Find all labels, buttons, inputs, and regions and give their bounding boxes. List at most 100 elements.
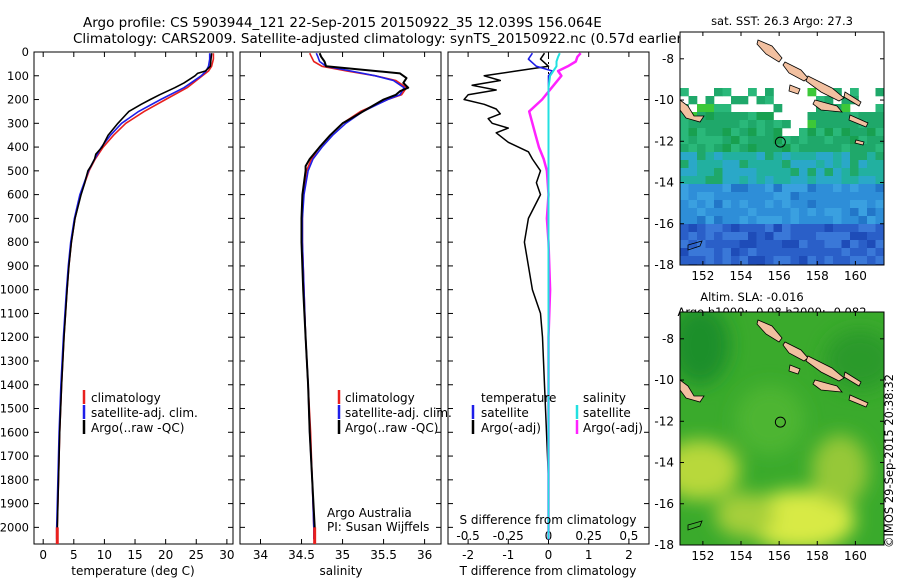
sst-cell bbox=[833, 136, 842, 145]
sst-cell bbox=[731, 168, 740, 177]
sst-cell bbox=[765, 200, 774, 209]
sst-cell bbox=[714, 248, 723, 257]
sst-map-axes: 152 154 156 158 160 -8 -10 -12 -14 -16 -18 bbox=[654, 32, 884, 283]
sst-cell bbox=[867, 248, 876, 257]
sst-cell bbox=[850, 232, 859, 241]
sst-cell bbox=[816, 160, 825, 169]
sst-cell bbox=[748, 208, 757, 217]
x-tick-label: 35.5 bbox=[370, 548, 397, 562]
sst-cell bbox=[773, 248, 783, 257]
sst-cell bbox=[739, 168, 749, 177]
sst-cell bbox=[782, 120, 791, 129]
map-x-tick-label: 156 bbox=[768, 549, 791, 563]
sst-cell bbox=[799, 240, 808, 249]
sst-cell bbox=[816, 240, 825, 249]
sst-cell bbox=[773, 168, 783, 177]
sst-cell bbox=[773, 256, 783, 265]
sst-cell bbox=[816, 208, 825, 217]
island-santa-isabel bbox=[805, 355, 845, 382]
island-choiseul bbox=[782, 61, 809, 82]
sst-cell bbox=[739, 224, 749, 233]
sst-cell bbox=[765, 192, 774, 201]
sst-cell bbox=[858, 224, 868, 233]
island-new-georgia bbox=[788, 364, 801, 375]
sst-cell bbox=[816, 168, 825, 177]
sst-cell bbox=[816, 96, 825, 105]
sst-cell bbox=[697, 224, 706, 233]
sal-satellite-line bbox=[301, 52, 405, 540]
sst-cell bbox=[867, 256, 876, 265]
sst-cell bbox=[816, 192, 825, 201]
sst-cell bbox=[833, 248, 842, 257]
sst-cell bbox=[824, 112, 834, 121]
sst-cell bbox=[756, 144, 766, 153]
sst-cell bbox=[790, 240, 800, 249]
sst-cell bbox=[680, 160, 689, 169]
sst-cell bbox=[705, 128, 715, 137]
sst-cell bbox=[748, 88, 757, 97]
sst-map-title: sat. SST: 26.3 Argo: 27.3 bbox=[711, 14, 853, 28]
sst-cell bbox=[688, 160, 698, 169]
sst-cell bbox=[833, 200, 842, 209]
sst-cell bbox=[739, 232, 749, 241]
sst-cell bbox=[705, 216, 715, 225]
sst-cell bbox=[773, 104, 783, 113]
sst-cell bbox=[841, 256, 851, 265]
sst-cell bbox=[824, 192, 834, 201]
y-tick-label: 200 bbox=[7, 93, 29, 107]
sla-map-axes: 152 154 156 158 160 -8 -10 -12 -14 -16 -18 bbox=[654, 312, 884, 563]
sst-cell bbox=[833, 128, 842, 137]
sst-cell bbox=[833, 224, 842, 233]
sst-cell bbox=[858, 112, 868, 121]
sst-cell bbox=[773, 184, 783, 193]
sst-cell bbox=[739, 248, 749, 257]
legend-header-temperature: temperature bbox=[481, 391, 556, 405]
sst-cell bbox=[790, 168, 800, 177]
sst-cell bbox=[850, 240, 859, 249]
y-tick-label: 0 bbox=[22, 45, 29, 59]
sst-cell bbox=[790, 216, 800, 225]
sst-cell bbox=[807, 144, 817, 153]
sst-cell bbox=[680, 176, 689, 185]
sst-cell bbox=[782, 136, 791, 145]
sst-cell bbox=[688, 192, 698, 201]
sst-cell bbox=[722, 88, 732, 97]
sst-cell bbox=[714, 152, 723, 161]
sst-cell bbox=[799, 224, 808, 233]
sst-cell bbox=[731, 224, 740, 233]
sst-cell bbox=[748, 128, 757, 137]
y-tick-label: 900 bbox=[7, 259, 29, 273]
sst-cell bbox=[765, 96, 774, 105]
sst-cell bbox=[731, 160, 740, 169]
sla-blob-light bbox=[812, 435, 868, 505]
sst-cell bbox=[705, 144, 715, 153]
sst-cell bbox=[705, 248, 715, 257]
x-tick-label: 30 bbox=[219, 548, 234, 562]
sst-cell bbox=[756, 184, 766, 193]
sst-cell bbox=[714, 120, 723, 129]
sst-cell bbox=[765, 184, 774, 193]
sst-cell bbox=[807, 256, 817, 265]
sst-cell bbox=[790, 248, 800, 257]
sst-cell bbox=[705, 152, 715, 161]
s-tick-label: -0.5 bbox=[456, 529, 479, 543]
sst-cell bbox=[748, 224, 757, 233]
map-x-tick-label: 160 bbox=[844, 549, 867, 563]
sst-cell bbox=[816, 136, 825, 145]
sst-cell bbox=[739, 192, 749, 201]
sst-cell bbox=[875, 232, 884, 241]
sst-cell bbox=[875, 160, 884, 169]
sst-cell bbox=[697, 144, 706, 153]
sst-cell bbox=[688, 120, 698, 129]
sst-cell bbox=[739, 184, 749, 193]
sst-cell bbox=[858, 184, 868, 193]
sst-cell bbox=[824, 168, 834, 177]
sst-cell bbox=[697, 136, 706, 145]
sst-cell bbox=[680, 232, 689, 241]
sst-cell bbox=[765, 240, 774, 249]
map-x-tick-label: 154 bbox=[730, 269, 753, 283]
sst-cell bbox=[748, 184, 757, 193]
sst-cell bbox=[858, 152, 868, 161]
sst-cell bbox=[773, 224, 783, 233]
sst-cell bbox=[697, 208, 706, 217]
